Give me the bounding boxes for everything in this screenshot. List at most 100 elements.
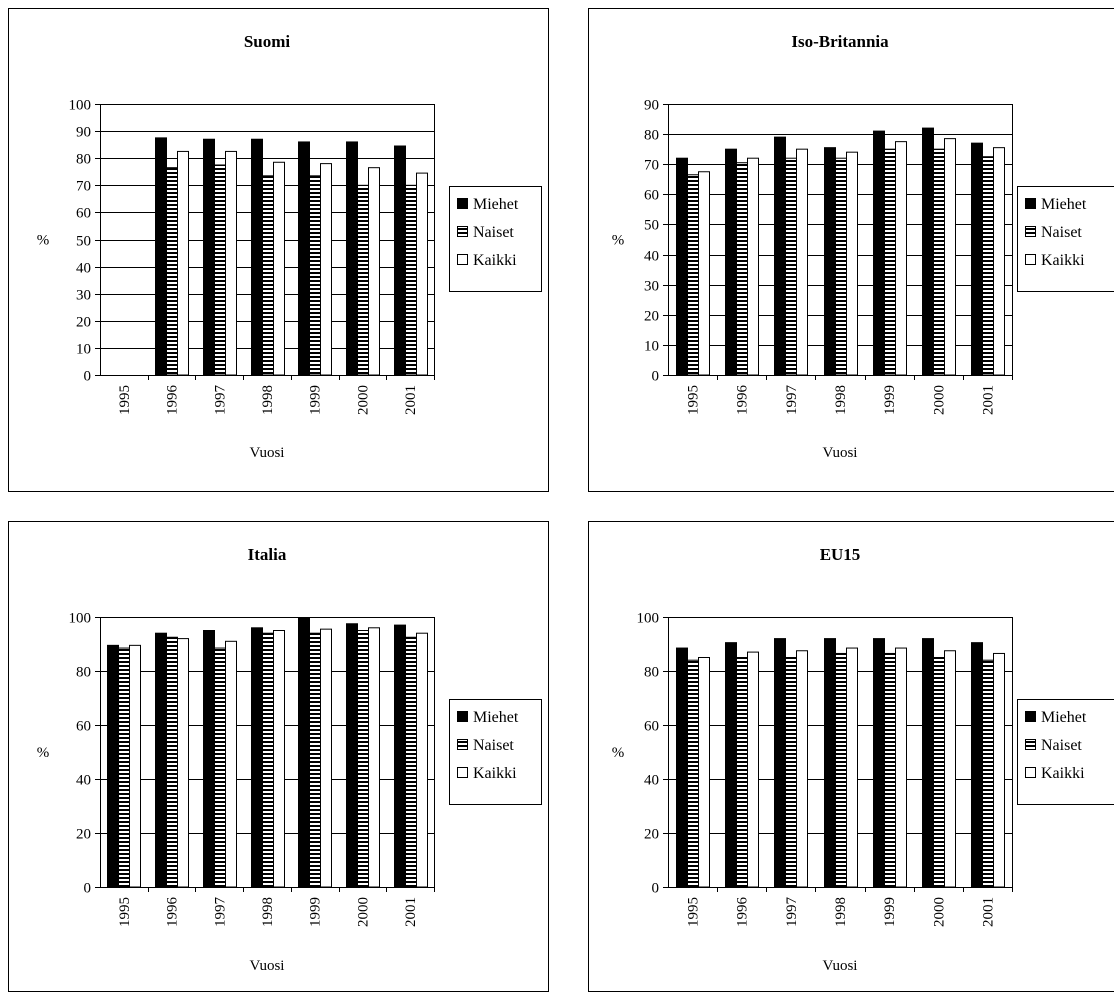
bar-kaikki-2000: [368, 627, 380, 888]
legend-swatch-kaikki: [1025, 767, 1036, 778]
bar-miehet-1998: [824, 638, 836, 888]
y-tick-label: 60: [644, 719, 659, 735]
y-tick-label: 60: [644, 188, 659, 204]
bar-miehet-1996: [155, 137, 167, 376]
y-tick-label: 60: [76, 206, 91, 222]
x-tick-label: 1997: [784, 897, 800, 928]
legend-label-miehet: Miehet: [473, 196, 519, 213]
bar-kaikki-2001: [993, 652, 1005, 888]
x-tick-label: 1998: [833, 897, 849, 927]
legend-label-naiset: Naiset: [473, 224, 514, 241]
bar-kaikki-2001: [416, 172, 428, 376]
chart-italia: Italia 0 20 40 60 80 100 1995 1996 1997 1998 1999 20…: [8, 521, 549, 992]
y-tick-label: 100: [69, 98, 92, 114]
legend-swatch-naiset: [1025, 739, 1036, 750]
x-tick-label: 1999: [308, 897, 324, 927]
y-tick-label: 10: [76, 342, 91, 358]
y-tick-label: 20: [76, 827, 91, 843]
bar-miehet-1996: [725, 148, 737, 376]
y-tick-label: 100: [637, 611, 660, 627]
bar-kaikki-1995: [698, 657, 710, 888]
bar-kaikki-2000: [944, 138, 956, 376]
bar-kaikki-1996: [177, 638, 189, 888]
legend-label-miehet: Miehet: [473, 709, 519, 726]
chart-panel-suomi: Suomi 0 10 20 30 40 50 60 70 80 90 100 1995 1996 1997 1…: [0, 0, 560, 500]
chart-iso-britannia: Iso-Britannia 0 10 20 30 40 50 60 70 80 90 1995 1996…: [588, 8, 1114, 492]
bar-naiset-2001: [982, 156, 994, 376]
legend-swatch-naiset: [1025, 226, 1036, 237]
x-tick-label: 1999: [882, 897, 898, 927]
x-tick-label: 1999: [308, 385, 324, 415]
y-tick-label: 40: [76, 261, 91, 277]
chart-eu15: EU15 0 20 40 60 80 100 1995 1996 1997 1998 1999 2000…: [588, 521, 1114, 992]
legend-label-kaikki: Kaikki: [473, 765, 517, 782]
bar-miehet-1995: [676, 647, 688, 888]
bar-naiset-1996: [166, 167, 178, 376]
bar-kaikki-1999: [320, 163, 332, 376]
legend-swatch-kaikki: [1025, 254, 1036, 265]
bar-naiset-1999: [884, 148, 896, 376]
legend-label-naiset: Naiset: [1041, 737, 1082, 754]
legend-label-naiset: Naiset: [1041, 224, 1082, 241]
bar-naiset-1996: [736, 657, 748, 888]
y-tick-label: 40: [76, 773, 91, 789]
chart-panel-eu15: EU15 0 20 40 60 80 100 1995 1996 1997 1998 1999 2000…: [578, 513, 1114, 998]
bar-naiset-1998: [262, 632, 274, 888]
bar-naiset-1999: [884, 652, 896, 888]
legend-label-kaikki: Kaikki: [1041, 765, 1085, 782]
x-tick-label: 2000: [931, 897, 947, 927]
bar-kaikki-1997: [225, 640, 237, 888]
bar-kaikki-1997: [796, 148, 808, 376]
bar-naiset-1995: [118, 647, 130, 888]
legend-swatch-miehet: [1025, 198, 1036, 209]
y-tick-label: 80: [76, 665, 91, 681]
bar-naiset-2000: [933, 657, 945, 888]
bar-miehet-1995: [676, 157, 688, 376]
y-tick-label: 90: [76, 125, 91, 141]
y-tick-label: 0: [652, 369, 660, 385]
bar-miehet-1995: [107, 644, 119, 888]
x-tick-label: 1997: [212, 897, 228, 928]
x-tick-label: 1998: [260, 897, 276, 927]
x-tick-label: 1995: [686, 385, 702, 415]
y-tick-label: 20: [644, 309, 659, 325]
bar-kaikki-1998: [273, 630, 285, 888]
x-tick-label: 1997: [784, 385, 800, 416]
bar-kaikki-2001: [416, 632, 428, 888]
bar-miehet-2000: [346, 623, 358, 888]
bar-miehet-2001: [971, 142, 983, 376]
x-tick-label: 2001: [403, 897, 419, 927]
bar-naiset-2000: [933, 148, 945, 376]
chart-title: Iso-Britannia: [791, 32, 889, 51]
bar-miehet-1996: [155, 632, 167, 888]
y-tick-label: 70: [644, 158, 659, 174]
bar-miehet-1997: [203, 630, 215, 888]
x-tick-label: 1999: [882, 385, 898, 415]
x-axis-label: Vuosi: [250, 958, 285, 974]
bar-miehet-1997: [774, 638, 786, 888]
bar-naiset-2000: [357, 184, 369, 376]
y-tick-label: 60: [76, 719, 91, 735]
bar-kaikki-1996: [747, 651, 759, 888]
bar-kaikki-1996: [177, 150, 189, 376]
legend-swatch-miehet: [457, 711, 468, 722]
y-axis-label: %: [37, 233, 50, 249]
x-tick-label: 1995: [117, 385, 133, 415]
legend-swatch-kaikki: [457, 767, 468, 778]
bar-miehet-1997: [774, 136, 786, 376]
y-tick-label: 0: [652, 881, 660, 897]
legend-swatch-miehet: [457, 198, 468, 209]
x-tick-label: 2000: [355, 897, 371, 927]
y-tick-label: 20: [76, 315, 91, 331]
bar-miehet-1999: [873, 638, 885, 888]
bar-miehet-2001: [971, 642, 983, 888]
chart-panel-italia: Italia 0 20 40 60 80 100 1995 1996 1997 1998 1999 20…: [0, 513, 560, 998]
bar-naiset-1998: [835, 157, 847, 376]
bar-kaikki-2001: [993, 147, 1005, 376]
bar-kaikki-1997: [225, 150, 237, 376]
y-tick-label: 50: [76, 234, 91, 250]
x-tick-label: 2001: [980, 385, 996, 415]
bar-miehet-1999: [298, 141, 310, 376]
bar-naiset-2001: [405, 636, 417, 888]
bar-naiset-1997: [214, 164, 226, 376]
